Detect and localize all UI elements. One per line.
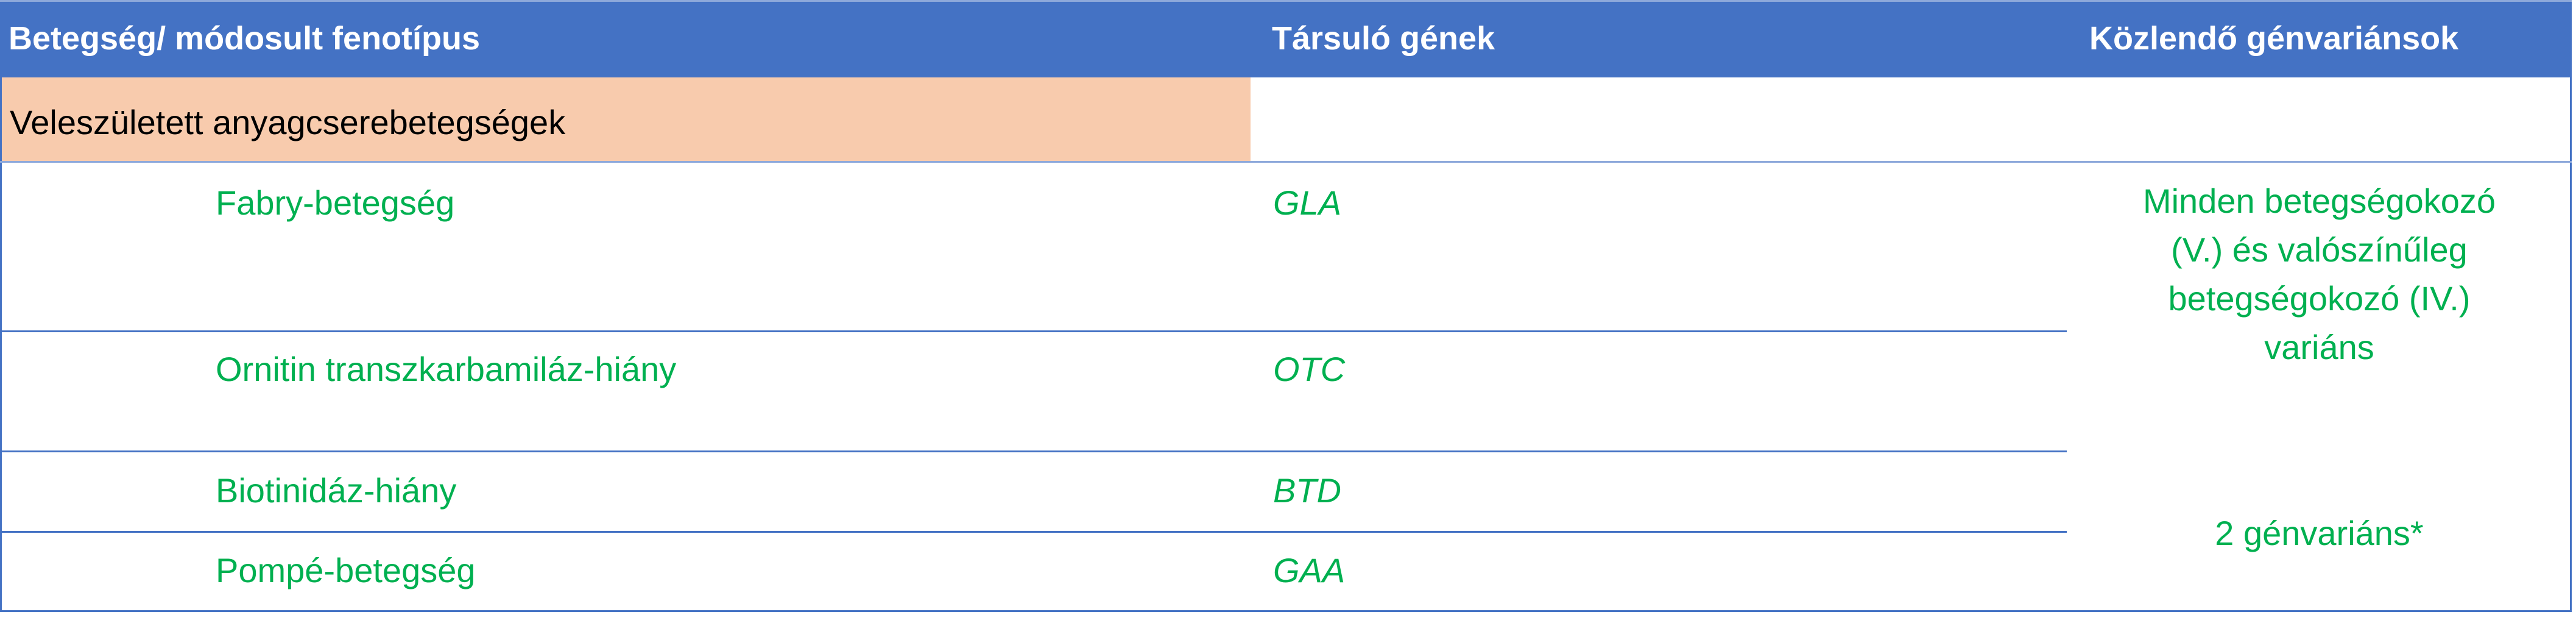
category-label: Veleszületett anyagcserebetegségek — [10, 103, 566, 141]
variants-group-1: Minden betegségokozó (V.) és valószínűle… — [2067, 177, 2572, 372]
gene-name: OTC — [1273, 350, 1346, 388]
header-genes: Társuló gének — [1272, 20, 1495, 57]
disease-name: Ornitin transzkarbamiláz-hiány — [216, 350, 677, 388]
variants-line: variáns — [2264, 328, 2374, 366]
variants-line: betegségokozó (IV.) — [2168, 279, 2471, 318]
row-divider — [0, 531, 2067, 533]
bottom-border — [0, 610, 2572, 612]
row-divider — [0, 161, 2572, 163]
category-cell — [0, 77, 1251, 162]
left-border — [0, 77, 2, 612]
row-divider — [0, 330, 2067, 332]
gene-name: GLA — [1273, 183, 1342, 222]
variants-line: (V.) és valószínűleg — [2171, 230, 2468, 269]
disease-name: Biotinidáz-hiány — [216, 471, 457, 510]
disease-name: Pompé-betegség — [216, 551, 476, 589]
header-disease: Betegség/ módosult fenotípus — [9, 20, 481, 57]
right-border — [2570, 77, 2572, 612]
gene-name: GAA — [1273, 551, 1346, 589]
disease-name: Fabry-betegség — [216, 183, 455, 222]
table-header — [0, 0, 2572, 77]
header-variants: Közlendő génvariánsok — [2089, 20, 2459, 57]
row-divider — [0, 450, 2067, 452]
variants-group-2: 2 génvariáns* — [2215, 514, 2424, 552]
variants-line: Minden betegségokozó — [2142, 182, 2496, 220]
gene-name: BTD — [1273, 471, 1341, 510]
